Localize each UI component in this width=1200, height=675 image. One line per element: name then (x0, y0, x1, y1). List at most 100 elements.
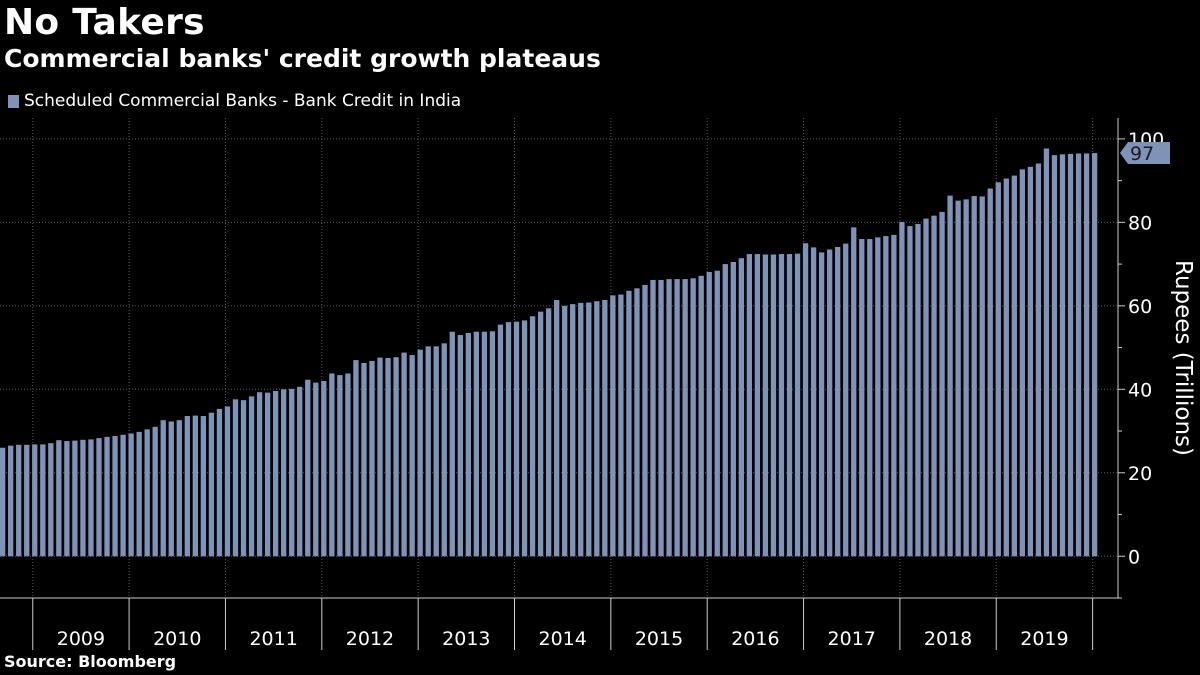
bar (706, 272, 712, 557)
x-tick-label: 2009 (57, 628, 105, 650)
bar (128, 433, 134, 557)
chart-title: No Takers (4, 2, 205, 43)
bar (899, 221, 905, 557)
bar (939, 211, 945, 557)
bar (136, 431, 142, 557)
bar (248, 396, 255, 557)
x-tick-label: 2019 (1020, 628, 1068, 650)
y-tick-label: 60 (1128, 296, 1152, 318)
last-value-label: 97 (1130, 143, 1154, 165)
bar (345, 373, 351, 557)
bar (88, 439, 94, 557)
bar (851, 227, 857, 557)
bar (80, 439, 86, 557)
bar (96, 438, 102, 557)
bar (827, 249, 833, 557)
bar (1059, 154, 1066, 557)
bar (497, 324, 504, 557)
bar (152, 426, 158, 557)
bar (570, 304, 576, 557)
bar (642, 284, 648, 557)
bar (626, 290, 632, 557)
bar (1091, 153, 1098, 557)
bar (361, 363, 367, 557)
bar (377, 357, 383, 557)
bar (674, 279, 680, 557)
bar (120, 434, 126, 557)
bar (843, 243, 849, 557)
bar (650, 279, 656, 557)
bar (883, 236, 889, 557)
legend-swatch (8, 94, 19, 108)
bar (489, 331, 496, 557)
bar (232, 399, 239, 557)
bar (923, 218, 929, 557)
bar (915, 224, 921, 557)
bar (337, 375, 343, 557)
bar (907, 226, 913, 557)
bar (722, 264, 728, 557)
bar (425, 346, 431, 557)
bar (184, 416, 190, 557)
bar (144, 429, 150, 557)
bar (562, 305, 568, 557)
bar (545, 308, 552, 557)
bar (192, 415, 198, 557)
bar (794, 253, 801, 557)
bar (979, 196, 985, 557)
bar (24, 444, 30, 557)
bar (401, 352, 407, 557)
chart-subtitle: Commercial banks' credit growth plateaus (4, 44, 601, 73)
bar (64, 441, 70, 557)
bar (449, 331, 455, 557)
bar (875, 237, 881, 557)
bar (385, 358, 391, 557)
x-tick-label: 2017 (828, 628, 876, 650)
bar (48, 443, 54, 557)
bar (256, 392, 263, 557)
bar (216, 408, 223, 557)
y-axis-label: Rupees (Trillions) (1170, 260, 1196, 456)
bar (104, 436, 110, 557)
bar (321, 380, 327, 557)
bar (995, 182, 1001, 557)
bar (1067, 153, 1074, 557)
bar (176, 420, 182, 557)
bar (666, 279, 672, 557)
last-value-marker (1120, 142, 1170, 165)
bar (200, 416, 207, 557)
bar (987, 188, 993, 557)
bar (473, 331, 480, 557)
bar (746, 254, 753, 557)
legend-label: Scheduled Commercial Banks - Bank Credit… (24, 91, 462, 111)
bar (513, 321, 520, 557)
bar (481, 331, 488, 557)
bar (835, 246, 841, 557)
bar (859, 239, 865, 557)
bar (867, 239, 873, 557)
bar (738, 258, 744, 557)
bar (32, 444, 38, 557)
bar (281, 389, 287, 557)
bar (369, 360, 375, 557)
bar (955, 200, 961, 557)
bar (297, 386, 303, 557)
bar (698, 275, 704, 557)
bar (72, 440, 78, 557)
bar (409, 355, 415, 557)
bar (1051, 155, 1058, 557)
x-tick-label: 2016 (731, 628, 779, 650)
bar (313, 382, 319, 557)
bar (931, 215, 937, 557)
bar (1011, 175, 1017, 557)
x-tick-label: 2010 (153, 628, 201, 650)
bar (505, 322, 512, 557)
bar (891, 234, 897, 557)
x-tick-label: 2013 (442, 628, 490, 650)
bar (521, 320, 528, 557)
bar (947, 195, 953, 557)
bar (971, 196, 977, 557)
bar (610, 295, 616, 557)
bar (618, 294, 624, 557)
bar (1035, 163, 1042, 557)
